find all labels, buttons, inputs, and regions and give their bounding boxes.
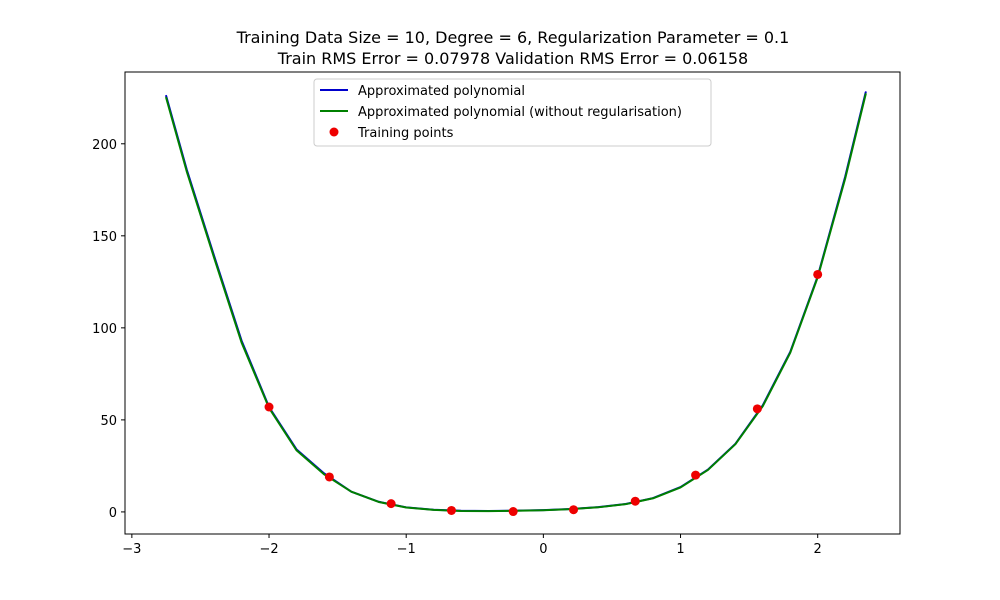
y-axis: 0 50 100 150 200 (92, 138, 125, 521)
training-point (386, 499, 396, 509)
y-tick-label: 0 (109, 506, 117, 521)
legend-marker-training-points (329, 127, 339, 137)
x-tick-label: −2 (259, 542, 278, 557)
y-tick-label: 200 (92, 138, 117, 153)
training-point (630, 496, 640, 506)
plot-area-frame (124, 71, 901, 535)
legend-label-approximated-polynomial: Approximated polynomial (358, 84, 525, 99)
training-point (569, 505, 579, 515)
legend-label-approximated-polynomial-no-reg: Approximated polynomial (without regular… (358, 105, 682, 120)
y-tick-label: 50 (100, 414, 117, 429)
x-tick-label: −3 (122, 542, 141, 557)
training-point (508, 507, 518, 517)
x-tick-label: 2 (814, 542, 822, 557)
x-tick-label: −1 (397, 542, 416, 557)
y-tick-label: 150 (92, 230, 117, 245)
legend-label-training-points: Training points (357, 126, 454, 141)
series-line-0 (165, 91, 867, 512)
training-point (264, 402, 274, 412)
chart-title-line-2: Train RMS Error = 0.07978 Validation RMS… (277, 49, 748, 68)
legend: Approximated polynomial Approximated pol… (313, 78, 712, 147)
x-tick-label: 0 (539, 542, 547, 557)
training-point (446, 505, 456, 515)
series-line-1 (165, 93, 867, 513)
y-tick-label: 100 (92, 322, 117, 337)
legend-box (313, 78, 712, 147)
training-point (752, 404, 762, 414)
x-tick-label: 1 (676, 542, 684, 557)
chart-title-line-1: Training Data Size = 10, Degree = 6, Reg… (236, 28, 790, 47)
series-layer (165, 91, 867, 517)
training-point (813, 269, 823, 279)
x-axis: −3 −2 −1 0 1 2 (122, 534, 822, 557)
training-point (691, 470, 701, 480)
training-point (324, 472, 334, 482)
